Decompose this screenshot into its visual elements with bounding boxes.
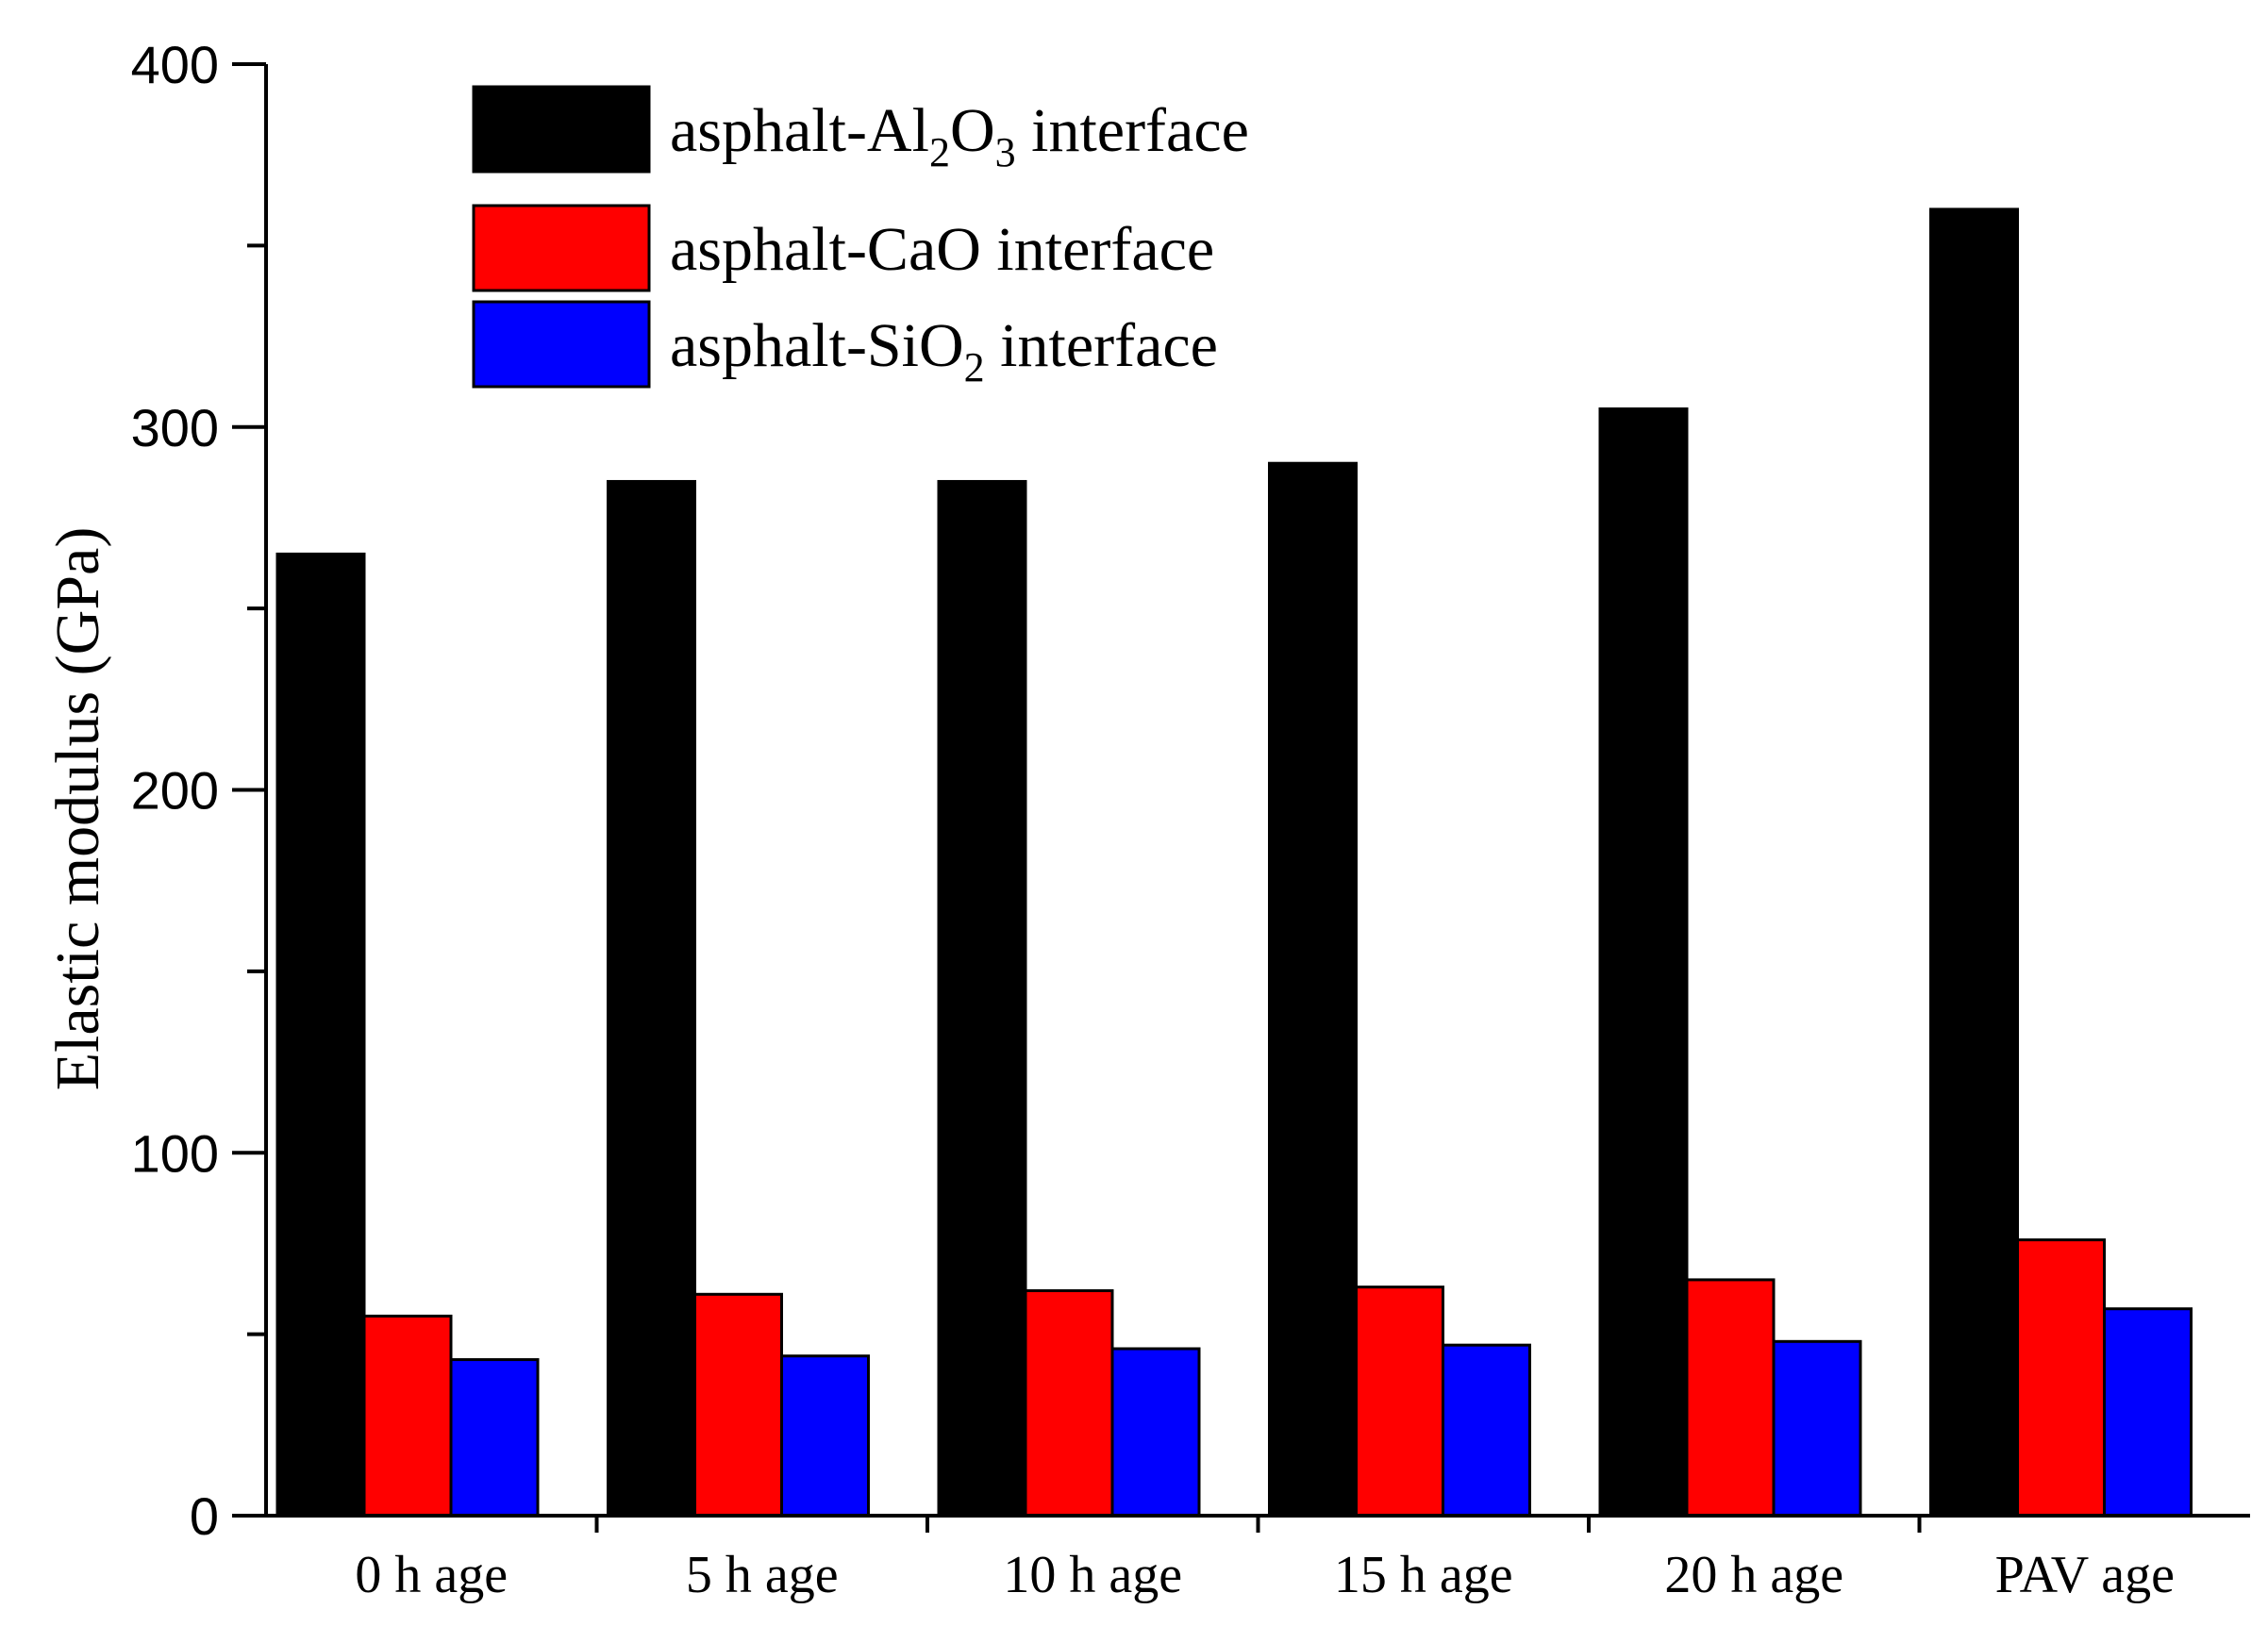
bar-3-4 bbox=[1442, 1343, 1531, 1518]
legend-label-3: asphalt-SiO2 interface bbox=[670, 311, 1218, 390]
bar-1-1 bbox=[275, 552, 366, 1518]
bar-1-2 bbox=[607, 479, 696, 1518]
bar-group bbox=[275, 207, 2193, 1518]
legend-label-1: asphalt-Al2O3 interface bbox=[670, 96, 1249, 175]
bar-2-1 bbox=[362, 1314, 453, 1518]
x-tick-label: 20 h age bbox=[1664, 1546, 1843, 1604]
legend-subscript: 2 bbox=[964, 344, 985, 390]
bar-3-5 bbox=[1772, 1339, 1862, 1518]
y-tick-label: 100 bbox=[131, 1123, 219, 1183]
tick-group: 0 h age 5 h age 10 h age 15 h age 20 h age PA… bbox=[131, 35, 2175, 1604]
axes bbox=[232, 62, 2250, 1533]
bar-3-1 bbox=[449, 1358, 540, 1518]
legend-swatch-1 bbox=[472, 85, 651, 174]
x-tick-label: PAV age bbox=[1995, 1546, 2175, 1604]
y-tick-label: 400 bbox=[131, 35, 219, 94]
bar-2-6 bbox=[2016, 1238, 2106, 1518]
bar-2-4 bbox=[1355, 1286, 1444, 1518]
bar-1-5 bbox=[1598, 407, 1689, 1518]
y-axis-title: Elastic modulus (GPa) bbox=[43, 527, 112, 1091]
legend-subscript: 3 bbox=[995, 129, 1016, 175]
bar-3-3 bbox=[1110, 1347, 1201, 1518]
bar-1-3 bbox=[937, 479, 1027, 1518]
bar-3-6 bbox=[2103, 1307, 2193, 1518]
bar-1-4 bbox=[1268, 461, 1358, 1518]
x-tick-label: 10 h age bbox=[1003, 1546, 1182, 1604]
y-tick-label: 200 bbox=[131, 761, 219, 821]
bar-3-2 bbox=[780, 1354, 870, 1518]
legend-text-part: interface bbox=[985, 311, 1218, 380]
legend-label-2: asphalt-CaO interface bbox=[670, 215, 1214, 284]
bar-2-3 bbox=[1024, 1288, 1114, 1518]
legend-text-part: O bbox=[950, 96, 995, 165]
bar-2-2 bbox=[693, 1292, 783, 1518]
legend-text-part: asphalt-CaO interface bbox=[670, 215, 1214, 284]
legend-subscript: 2 bbox=[929, 129, 950, 175]
bar-2-5 bbox=[1685, 1278, 1776, 1518]
y-tick-label: 300 bbox=[131, 398, 219, 457]
bar-1-6 bbox=[1929, 207, 2019, 1518]
legend-text-part: asphalt-SiO bbox=[670, 311, 964, 380]
x-tick-label: 0 h age bbox=[355, 1546, 508, 1604]
x-tick-label: 15 h age bbox=[1334, 1546, 1513, 1604]
legend-text-part: asphalt-Al bbox=[670, 96, 929, 165]
legend-swatch-2 bbox=[472, 204, 651, 292]
legend-text-part: interface bbox=[1016, 96, 1249, 165]
legend-swatch-3 bbox=[472, 300, 651, 389]
y-tick-label: 0 bbox=[190, 1486, 219, 1546]
x-tick-label: 5 h age bbox=[686, 1546, 839, 1604]
